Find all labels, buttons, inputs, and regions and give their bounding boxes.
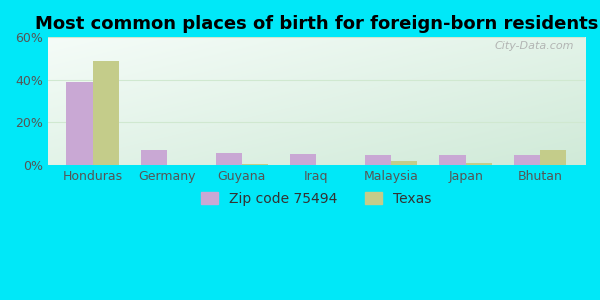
- Bar: [391, 161, 417, 165]
- Title: Most common places of birth for foreign-born residents: Most common places of birth for foreign-…: [35, 15, 598, 33]
- Bar: [466, 163, 492, 165]
- Bar: [290, 154, 316, 165]
- Bar: [365, 155, 391, 165]
- Bar: [540, 150, 566, 165]
- Bar: [215, 153, 242, 165]
- Bar: [141, 150, 167, 165]
- Text: City-Data.com: City-Data.com: [495, 41, 574, 51]
- Bar: [439, 155, 466, 165]
- Bar: [514, 155, 540, 165]
- Legend: Zip code 75494, Texas: Zip code 75494, Texas: [196, 187, 437, 211]
- Bar: [67, 82, 92, 165]
- Bar: [92, 61, 119, 165]
- Bar: [242, 164, 268, 165]
